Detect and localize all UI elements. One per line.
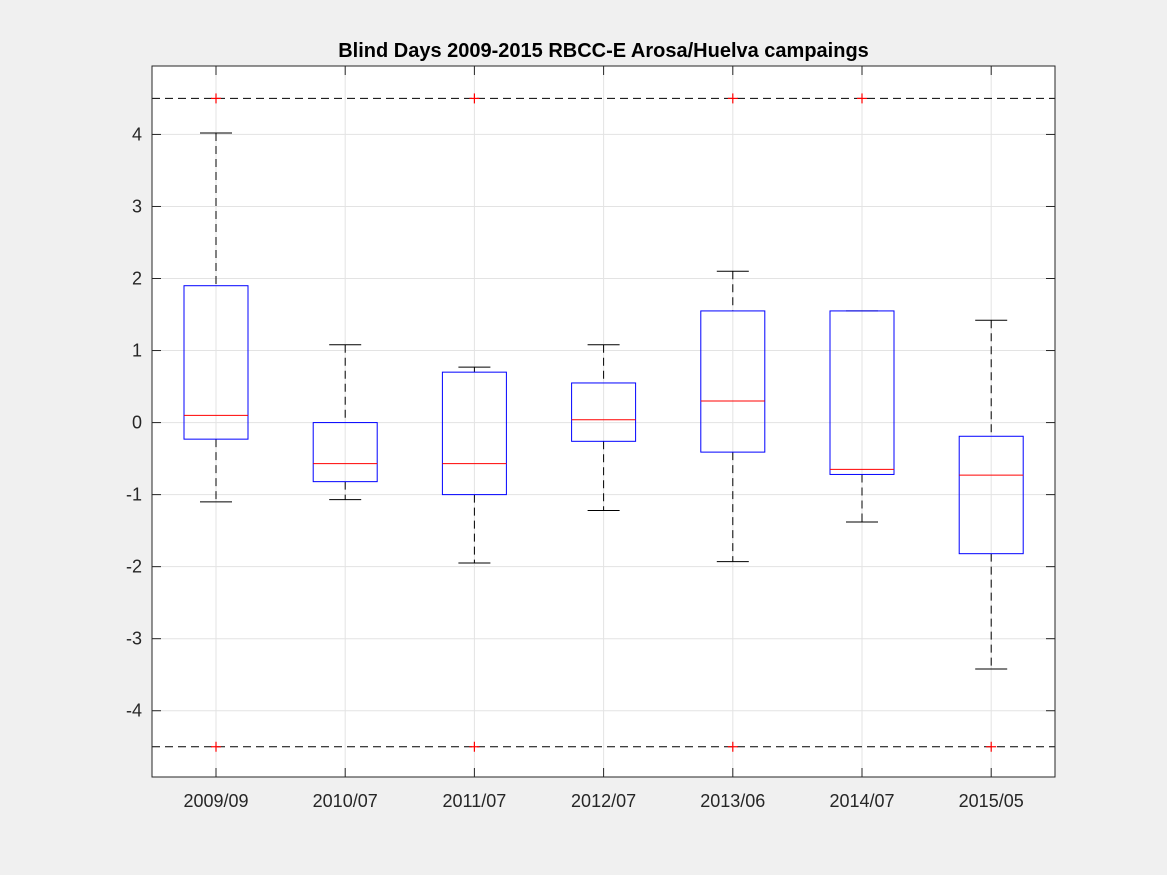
box-group [183,93,249,752]
iqr-box [958,435,1024,555]
y-tick-label: 2 [132,269,142,289]
outlier-marker [211,93,221,104]
x-tick-label: 2015/05 [959,791,1024,811]
box-group [571,344,637,511]
box-group [700,93,766,752]
y-tick-label: -1 [126,485,142,505]
outlier-marker [211,741,221,752]
outlier-marker [727,93,738,104]
y-tick-label: 3 [132,196,142,216]
y-tick-label: 4 [132,124,142,144]
x-tick-label: 2009/09 [183,791,248,811]
outlier-marker [469,741,480,752]
y-tick-label: 0 [132,413,142,433]
tick-layer: -4 -3 -2 -1 0 1 2 3 4 2009/09 2010/07 2011/07 2012/0… [126,66,1055,811]
iqr-box [441,371,507,496]
outlier-marker [986,741,997,752]
iqr-box [312,422,378,483]
y-tick-label: -3 [126,629,142,649]
x-tick-label: 2013/06 [700,791,765,811]
box-group [312,344,378,501]
x-tick-label: 2014/07 [829,791,894,811]
iqr-box [829,310,895,475]
outlier-marker [727,741,738,752]
reference-lines [152,97,1055,748]
x-tick-label: 2012/07 [571,791,636,811]
box-layer [183,93,1024,752]
iqr-box [700,310,766,453]
outlier-marker [857,93,867,104]
iqr-box [571,382,637,442]
x-tick-label: 2011/07 [443,791,507,811]
box-group [441,93,507,752]
box-group [958,319,1024,752]
y-tick-label: -4 [126,701,142,721]
box-group [829,93,895,523]
iqr-box [183,285,249,440]
y-tick-label: -2 [126,557,142,577]
y-tick-label: 1 [132,341,142,361]
outlier-marker [469,93,480,104]
x-tick-label: 2010/07 [313,791,378,811]
chart-title: Blind Days 2009-2015 RBCC-E Arosa/Huelva… [338,40,869,62]
